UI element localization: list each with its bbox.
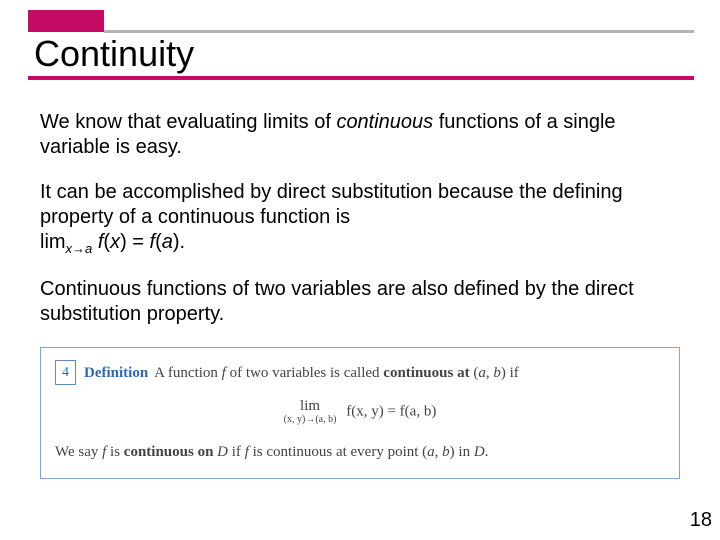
- definition-number: 4: [55, 360, 76, 385]
- p2-text-a: It can be accomplished by direct substit…: [40, 181, 623, 228]
- def-l2b: is: [106, 444, 124, 460]
- def-l2e: is continuous at every point (: [249, 444, 427, 460]
- lim-xy: (x, y) =: [351, 404, 399, 420]
- definition-line-1: 4DefinitionA function f of two variables…: [55, 360, 665, 385]
- p2-a: (a).: [155, 231, 185, 253]
- def-l1-a: a: [478, 365, 486, 381]
- lim-ab: (a, b): [405, 404, 437, 420]
- definition-label: Definition: [84, 365, 148, 381]
- lim-subscript: (x, y)→(a, b): [284, 414, 337, 425]
- p2-x: (x) =: [103, 231, 149, 253]
- page-number: 18: [690, 509, 712, 532]
- p1-text-a: We know that evaluating limits of: [40, 111, 336, 133]
- p2-sub: x→a: [66, 241, 93, 256]
- definition-box: 4DefinitionA function f of two variables…: [40, 347, 680, 479]
- paragraph-3: Continuous functions of two variables ar…: [40, 277, 680, 327]
- content-area: We know that evaluating limits of contin…: [40, 110, 680, 479]
- p1-italic: continuous: [336, 111, 433, 133]
- title-row: Continuity: [28, 32, 694, 80]
- def-l2-D2: D: [474, 444, 485, 460]
- def-l2-bold: continuous on: [124, 444, 214, 460]
- def-l2-D: D: [217, 444, 228, 460]
- p2-f1: f: [92, 231, 103, 253]
- def-l2-b2: b: [442, 444, 450, 460]
- def-l1b: of two variables is called: [226, 365, 383, 381]
- def-l2g: ) in: [450, 444, 474, 460]
- def-l1a: A function: [154, 365, 222, 381]
- def-l2h: .: [485, 444, 489, 460]
- lim-word: lim: [284, 399, 337, 414]
- title-accent-block: [28, 10, 104, 32]
- def-l2a: We say: [55, 444, 102, 460]
- definition-line-2: We say f is continuous on D if f is cont…: [55, 441, 665, 464]
- p2-lim: lim: [40, 231, 66, 253]
- paragraph-2: It can be accomplished by direct substit…: [40, 180, 680, 257]
- limit-operator: lim (x, y)→(a, b): [284, 399, 337, 425]
- page-title: Continuity: [28, 33, 194, 75]
- def-l1-b: b: [493, 365, 501, 381]
- paragraph-1: We know that evaluating limits of contin…: [40, 110, 680, 160]
- def-l2-a: a: [427, 444, 435, 460]
- def-l2d: if: [228, 444, 245, 460]
- definition-limit-equation: lim (x, y)→(a, b) f(x, y) = f(a, b): [55, 399, 665, 425]
- def-l1-bold: continuous at: [383, 365, 469, 381]
- def-l1e: ) if: [501, 365, 519, 381]
